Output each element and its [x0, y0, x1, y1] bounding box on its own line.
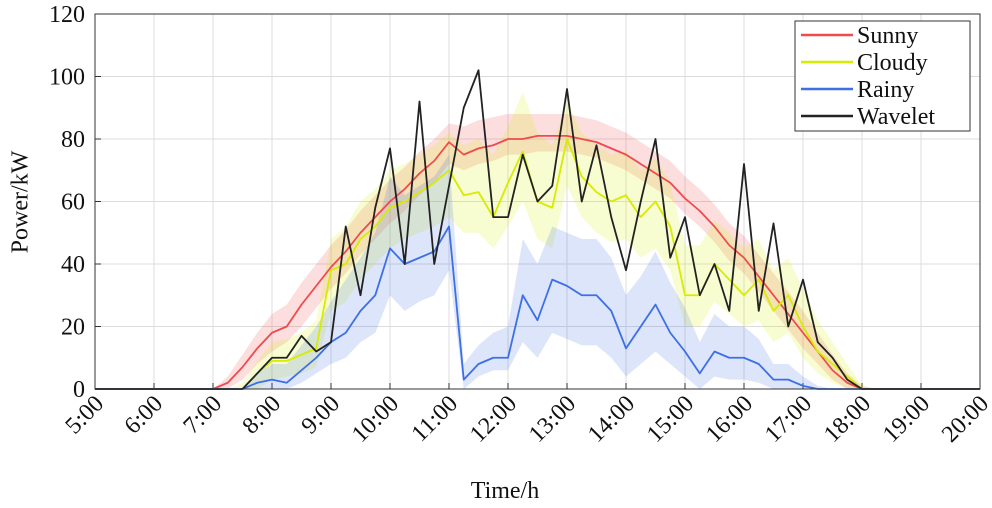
x-tick-label: 15:00 [642, 391, 699, 448]
legend-label: Sunny [857, 23, 918, 49]
y-tick-label: 120 [49, 2, 85, 28]
y-tick-label: 40 [61, 252, 85, 278]
x-axis-label: Time/h [471, 478, 539, 504]
series-line [95, 134, 980, 390]
x-tick-label: 6:00 [120, 391, 169, 440]
x-tick-label: 14:00 [583, 391, 640, 448]
x-tick-label: 17:00 [760, 391, 817, 448]
x-tick-label: 7:00 [179, 391, 228, 440]
y-tick-label: 60 [61, 190, 85, 216]
legend-label: Cloudy [857, 50, 928, 76]
x-tick-label: 8:00 [238, 391, 287, 440]
y-axis-label: Power/kW [8, 150, 34, 253]
x-tick-label: 10:00 [347, 391, 404, 448]
x-tick-label: 13:00 [524, 391, 581, 448]
y-tick-label: 0 [73, 377, 85, 403]
y-tick-label: 80 [61, 127, 85, 153]
legend-label: Rainy [857, 77, 914, 103]
x-tick-label: 12:00 [465, 391, 522, 448]
x-tick-label: 19:00 [878, 391, 935, 448]
y-tick-label: 20 [61, 315, 85, 341]
x-tick-label: 18:00 [819, 391, 876, 448]
x-tick-label: 5:00 [61, 391, 110, 440]
plot-frame [94, 13, 981, 390]
x-tick-label: 20:00 [937, 391, 992, 448]
x-tick-label: 9:00 [297, 391, 346, 440]
y-tick-label: 100 [49, 65, 85, 91]
legend-label: Wavelet [857, 104, 935, 130]
x-tick-label: 16:00 [701, 391, 758, 448]
x-tick-label: 11:00 [407, 391, 463, 447]
band [95, 154, 980, 389]
band [95, 92, 980, 389]
legend-box [794, 20, 971, 132]
